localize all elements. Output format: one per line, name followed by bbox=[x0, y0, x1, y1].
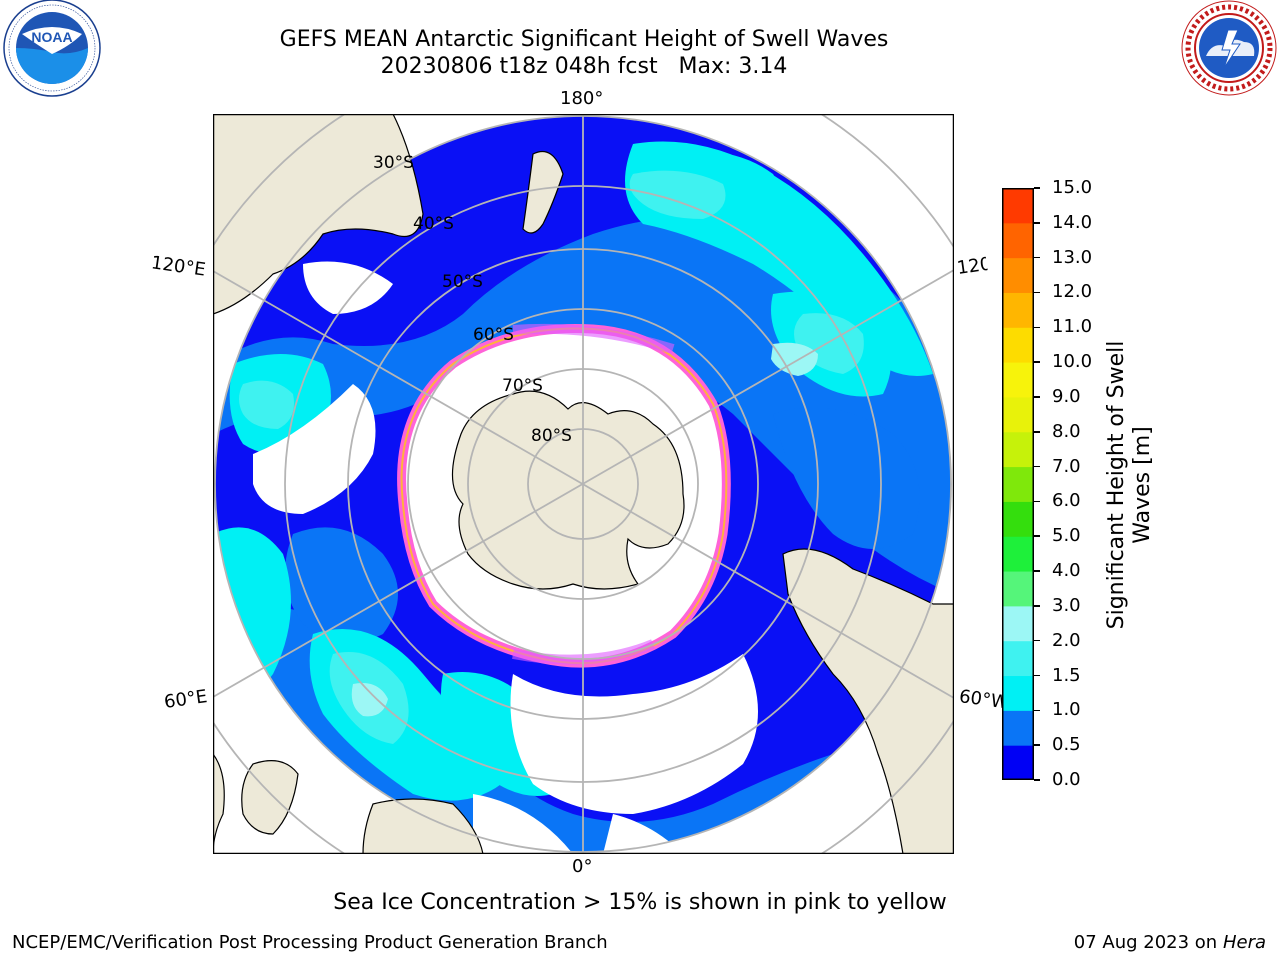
colorbar-tick-label: 6.0 bbox=[1052, 490, 1081, 512]
colorbar-tick-label: 1.5 bbox=[1052, 664, 1081, 686]
colorbar-tick-mark bbox=[1034, 639, 1040, 642]
colorbar-segment bbox=[1002, 396, 1034, 433]
chart-subtitle: 20230806 t18z 048h fcst Max: 3.14 bbox=[380, 54, 788, 79]
colorbar-tick-label: 0.5 bbox=[1052, 734, 1081, 756]
antarctica-landmass bbox=[451, 390, 685, 590]
colorbar-tick-label: 10.0 bbox=[1052, 351, 1093, 373]
colorbar-segment bbox=[1002, 327, 1034, 363]
colorbar-tick-label: 15.0 bbox=[1052, 177, 1093, 198]
graticule bbox=[213, 114, 954, 854]
colorbar-segment bbox=[1002, 466, 1034, 502]
lat-label-80s: 80°S bbox=[531, 426, 572, 446]
colorbar-segment bbox=[1002, 292, 1034, 328]
lat-label-40s: 40°S bbox=[413, 214, 454, 234]
footer-host: Hera bbox=[1222, 932, 1266, 953]
meridian-label-0: 0° bbox=[572, 856, 593, 877]
colorbar-tick-label: 0.0 bbox=[1052, 769, 1081, 790]
colorbar-tick-mark bbox=[1034, 465, 1040, 468]
colorbar-tick-mark bbox=[1034, 744, 1040, 746]
colorbar-segment bbox=[1002, 431, 1034, 468]
colorbar-tick-mark bbox=[1034, 709, 1040, 712]
colorbar-tick-mark bbox=[1034, 291, 1040, 294]
colorbar-tick-label: 7.0 bbox=[1052, 455, 1081, 477]
colorbar-tick-label: 9.0 bbox=[1052, 385, 1081, 407]
lat-label-70s: 70°S bbox=[502, 376, 543, 396]
colorbar-segment bbox=[1002, 675, 1034, 711]
colorbar-tick-mark bbox=[1034, 222, 1040, 224]
colorbar-segment bbox=[1002, 710, 1034, 746]
sea-ice-caption: Sea Ice Concentration > 15% is shown in … bbox=[333, 890, 947, 915]
footer-date: 07 Aug 2023 on Hera bbox=[1074, 932, 1266, 953]
colorbar-segment bbox=[1002, 188, 1034, 224]
colorbar-tick-mark bbox=[1034, 256, 1040, 259]
colorbar-segment bbox=[1002, 571, 1034, 607]
colorbar-label: Significant Height of Swell Waves [m] bbox=[1104, 340, 1155, 630]
noaa-logo: NOAA bbox=[3, 0, 101, 97]
footer-credit: NCEP/EMC/Verification Post Processing Pr… bbox=[12, 932, 608, 953]
colorbar-tick-mark bbox=[1034, 570, 1040, 572]
colorbar bbox=[1002, 188, 1034, 780]
colorbar-segment bbox=[1002, 222, 1034, 259]
colorbar-segment bbox=[1002, 640, 1034, 677]
meridian-label-120e: 120°E bbox=[149, 252, 207, 281]
meridian-label-180: 180° bbox=[560, 88, 604, 109]
colorbar-segment bbox=[1002, 605, 1034, 642]
colorbar-tick-mark bbox=[1034, 500, 1040, 503]
meridian-label-120w: 120°W bbox=[955, 254, 989, 279]
nws-logo bbox=[1181, 0, 1277, 96]
colorbar-tick-label: 12.0 bbox=[1052, 281, 1093, 303]
colorbar-segment bbox=[1002, 501, 1034, 537]
colorbar-segment bbox=[1002, 536, 1034, 572]
lat-label-60s: 60°S bbox=[473, 325, 514, 345]
no-data-areas bbox=[253, 261, 758, 852]
colorbar-tick-label: 5.0 bbox=[1052, 525, 1081, 547]
map-border bbox=[213, 114, 954, 854]
colorbar-tick-label: 4.0 bbox=[1052, 560, 1081, 582]
colorbar-tick-mark bbox=[1034, 535, 1040, 537]
colorbar-segment bbox=[1002, 257, 1034, 293]
colorbar-segment bbox=[1002, 362, 1034, 398]
latitude-labels: 30°S 40°S 50°S 60°S 70°S 80°S bbox=[373, 153, 572, 446]
colorbar-tick-mark bbox=[1034, 605, 1040, 607]
colorbar-tick-label: 14.0 bbox=[1052, 211, 1093, 233]
polar-map: 30°S 40°S 50°S 60°S 70°S 80°S bbox=[213, 114, 954, 854]
colorbar-tick-mark bbox=[1034, 674, 1040, 677]
colorbar-tick-label: 3.0 bbox=[1052, 594, 1081, 616]
colorbar-tick-mark bbox=[1034, 187, 1040, 189]
colorbar-tick-label: 11.0 bbox=[1052, 316, 1093, 338]
lat-label-50s: 50°S bbox=[442, 272, 483, 292]
colorbar-tick-mark bbox=[1034, 779, 1040, 781]
colorbar-tick-label: 8.0 bbox=[1052, 420, 1081, 442]
colorbar-tick-label: 2.0 bbox=[1052, 629, 1081, 651]
colorbar-tick-mark bbox=[1034, 396, 1040, 398]
colorbar-tick-label: 1.0 bbox=[1052, 699, 1081, 721]
colorbar-tick-mark bbox=[1034, 431, 1040, 433]
colorbar-border bbox=[1002, 188, 1034, 780]
colorbar-tick-mark bbox=[1034, 326, 1040, 329]
chart-title: GEFS MEAN Antarctic Significant Height o… bbox=[279, 27, 889, 52]
meridian-label-60e: 60°E bbox=[162, 686, 209, 713]
footer-date-text: 07 Aug 2023 on bbox=[1073, 932, 1218, 953]
meridian-label-60w: 60°W bbox=[957, 685, 1006, 714]
colorbar-tick-mark bbox=[1034, 361, 1040, 363]
lat-label-30s: 30°S bbox=[373, 153, 414, 173]
colorbar-segment bbox=[1002, 745, 1034, 780]
colorbar-tick-label: 13.0 bbox=[1052, 246, 1093, 268]
svg-text:NOAA: NOAA bbox=[31, 29, 72, 45]
